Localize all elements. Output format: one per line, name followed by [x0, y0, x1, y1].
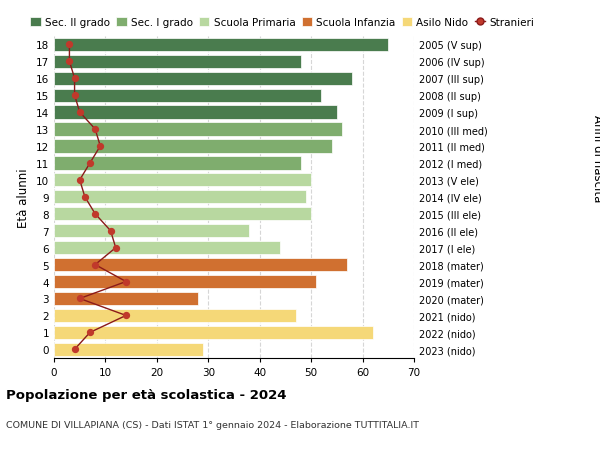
Point: [65, 41, 74, 49]
Point: [91, 126, 100, 134]
Y-axis label: Età alunni: Età alunni: [17, 168, 31, 227]
Point: [75, 295, 85, 302]
Bar: [54, 157, 301, 170]
Bar: [54, 140, 332, 153]
Point: [91, 261, 100, 269]
Text: Popolazione per età scolastica - 2024: Popolazione per età scolastica - 2024: [6, 388, 287, 401]
Bar: [54, 258, 347, 272]
Bar: [54, 73, 352, 85]
Point: [85, 329, 95, 336]
Bar: [54, 207, 311, 221]
Bar: [54, 106, 337, 119]
Point: [65, 58, 74, 66]
Bar: [54, 309, 296, 322]
Bar: [54, 343, 203, 356]
Bar: [54, 292, 198, 305]
Point: [70, 346, 79, 353]
Bar: [54, 39, 388, 52]
Point: [106, 228, 115, 235]
Bar: [54, 191, 306, 204]
Text: Anni di nascita: Anni di nascita: [590, 115, 600, 202]
Bar: [54, 123, 342, 136]
Point: [75, 109, 85, 117]
Legend: Sec. II grado, Sec. I grado, Scuola Primaria, Scuola Infanzia, Asilo Nido, Stran: Sec. II grado, Sec. I grado, Scuola Prim…: [31, 18, 534, 28]
Bar: [54, 241, 280, 255]
Bar: [54, 275, 316, 289]
Point: [91, 211, 100, 218]
Point: [121, 312, 131, 319]
Point: [80, 194, 89, 201]
Bar: [54, 90, 322, 102]
Point: [70, 75, 79, 83]
Text: COMUNE DI VILLAPIANA (CS) - Dati ISTAT 1° gennaio 2024 - Elaborazione TUTTITALIA: COMUNE DI VILLAPIANA (CS) - Dati ISTAT 1…: [6, 420, 419, 429]
Point: [75, 177, 85, 184]
Point: [95, 143, 105, 150]
Point: [85, 160, 95, 167]
Bar: [54, 224, 250, 238]
Point: [70, 92, 79, 100]
Bar: [54, 56, 301, 69]
Point: [121, 278, 131, 285]
Bar: [54, 326, 373, 339]
Point: [111, 245, 121, 252]
Bar: [54, 174, 311, 187]
